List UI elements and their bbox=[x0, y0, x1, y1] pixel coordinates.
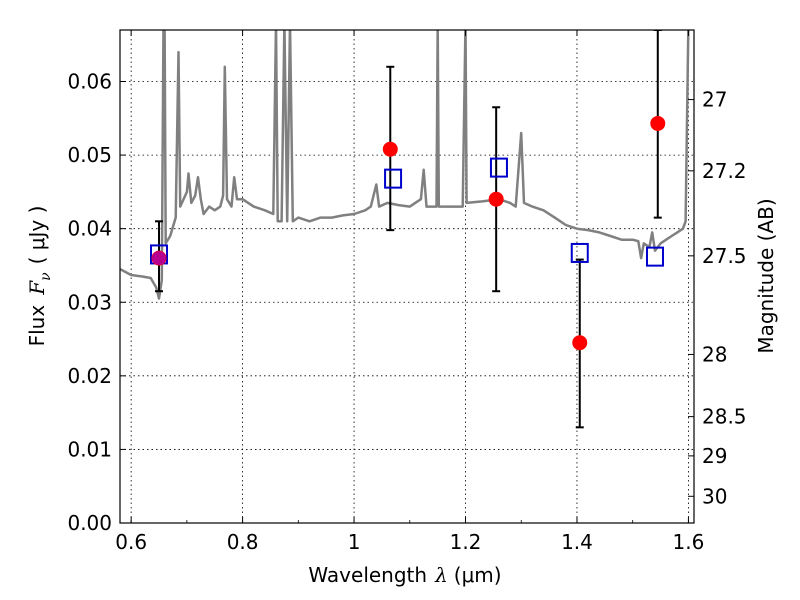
y-axis-label: FluxFν( μJy ) bbox=[25, 206, 54, 347]
y-tick-label: 0.05 bbox=[67, 143, 112, 167]
y-tick-label: 0.00 bbox=[67, 511, 112, 535]
model-flux-square bbox=[570, 242, 589, 263]
y2-tick-label: 28.5 bbox=[702, 405, 747, 429]
x-tick-label: 1.2 bbox=[450, 530, 482, 554]
model-spectrum-line bbox=[120, 30, 690, 300]
y-tick-label: 0.02 bbox=[67, 364, 112, 388]
x-tick-label: 1 bbox=[348, 530, 361, 554]
observed-flux-point bbox=[650, 115, 666, 131]
x-axis-label: Wavelength λ (μm) bbox=[308, 563, 501, 587]
y2-tick-label: 30 bbox=[702, 484, 727, 508]
y-tick-label: 0.06 bbox=[67, 70, 112, 94]
data-layer bbox=[120, 30, 690, 429]
y2-tick-label: 28 bbox=[702, 342, 727, 366]
ticks: 0.6 0.8 1 1.2 1.4 1.6 0.00 0.01 0.02 0.03 0.04 0.05… bbox=[67, 30, 747, 554]
x-tick-label: 0.6 bbox=[115, 530, 147, 554]
model-flux-square bbox=[489, 157, 508, 178]
y-tick-label: 0.04 bbox=[67, 217, 112, 241]
model-flux-square bbox=[384, 168, 403, 189]
observed-flux-point bbox=[382, 141, 398, 157]
y-tick-label: 0.03 bbox=[67, 290, 112, 314]
x-tick-label: 0.8 bbox=[227, 530, 259, 554]
overlap-point bbox=[152, 251, 167, 266]
observed-flux-point bbox=[488, 191, 504, 207]
x-tick-label: 1.6 bbox=[673, 530, 705, 554]
y2-tick-label: 27.2 bbox=[702, 159, 747, 183]
observed-flux-point bbox=[572, 335, 588, 351]
y2-tick-label: 29 bbox=[702, 444, 727, 468]
y2-tick-label: 27.5 bbox=[702, 244, 747, 268]
model-flux-square bbox=[645, 246, 664, 267]
x-tick-label: 1.4 bbox=[561, 530, 593, 554]
y2-tick-label: 27 bbox=[702, 88, 727, 112]
y-tick-label: 0.01 bbox=[67, 437, 112, 461]
grid bbox=[120, 30, 694, 524]
plot-frame bbox=[119, 29, 695, 524]
y2-axis-label: Magnitude (AB) bbox=[754, 198, 778, 353]
